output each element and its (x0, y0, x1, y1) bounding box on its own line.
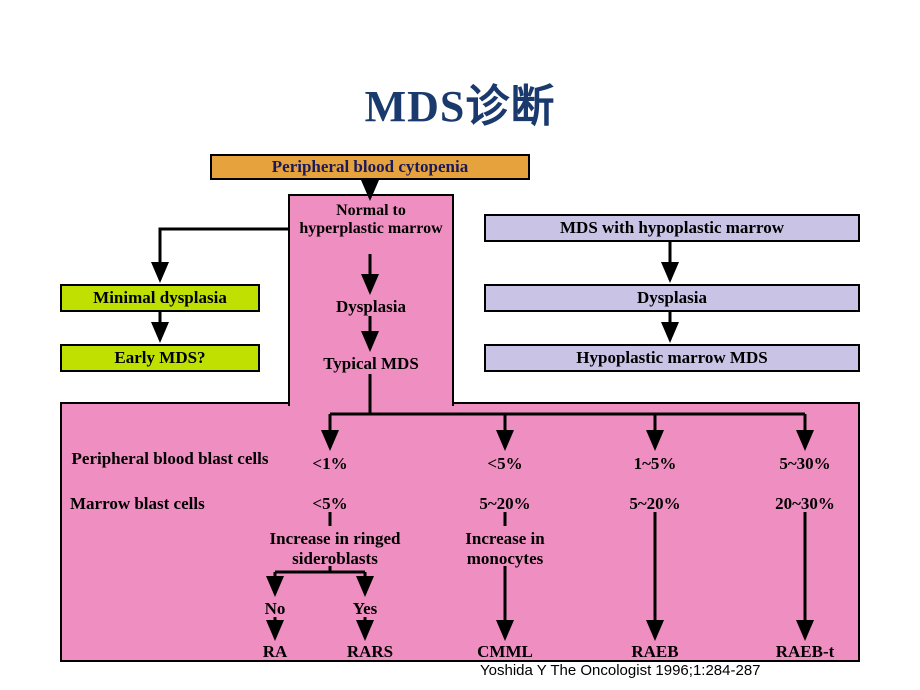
col4-pb: 5~30% (760, 454, 850, 474)
node-dysplasia-right: Dysplasia (484, 284, 860, 312)
out-raeb: RAEB (610, 642, 700, 662)
out-ra: RA (245, 642, 305, 662)
col2-mb: 5~20% (460, 494, 550, 514)
node-minimal-dysplasia: Minimal dysplasia (60, 284, 260, 312)
node-typical-mds: Typical MDS (292, 354, 450, 374)
col3-mb: 5~20% (610, 494, 700, 514)
label-ringed: Increase in ringed sideroblasts (240, 529, 430, 569)
out-raebt: RAEB-t (755, 642, 855, 662)
col1-mb: <5% (285, 494, 375, 514)
node-normal-marrow: Normal to hyperplastic marrow (292, 202, 450, 238)
label-monocytes: Increase in monocytes (440, 529, 570, 569)
col2-pb: <5% (460, 454, 550, 474)
col1-pb: <1% (285, 454, 375, 474)
citation: Yoshida Y The Oncologist 1996;1:284-287 (480, 662, 761, 679)
node-dysplasia-mid: Dysplasia (292, 297, 450, 317)
node-hypoplastic-marrow: MDS with hypoplastic marrow (484, 214, 860, 242)
label-no: No (245, 599, 305, 619)
label-yes: Yes (335, 599, 395, 619)
out-cmml: CMML (460, 642, 550, 662)
node-hypoplastic-mds: Hypoplastic marrow MDS (484, 344, 860, 372)
node-early-mds: Early MDS? (60, 344, 260, 372)
flowchart: Peripheral blood cytopenia Normal to hyp… (60, 154, 860, 664)
col4-mb: 20~30% (760, 494, 850, 514)
out-rars: RARS (335, 642, 405, 662)
page-title: MDS诊断 (0, 0, 920, 134)
label-marrow-blast: Marrow blast cells (70, 494, 290, 514)
label-pb-blast: Peripheral blood blast cells (70, 449, 270, 469)
col3-pb: 1~5% (610, 454, 700, 474)
node-peripheral-cytopenia: Peripheral blood cytopenia (210, 154, 530, 180)
